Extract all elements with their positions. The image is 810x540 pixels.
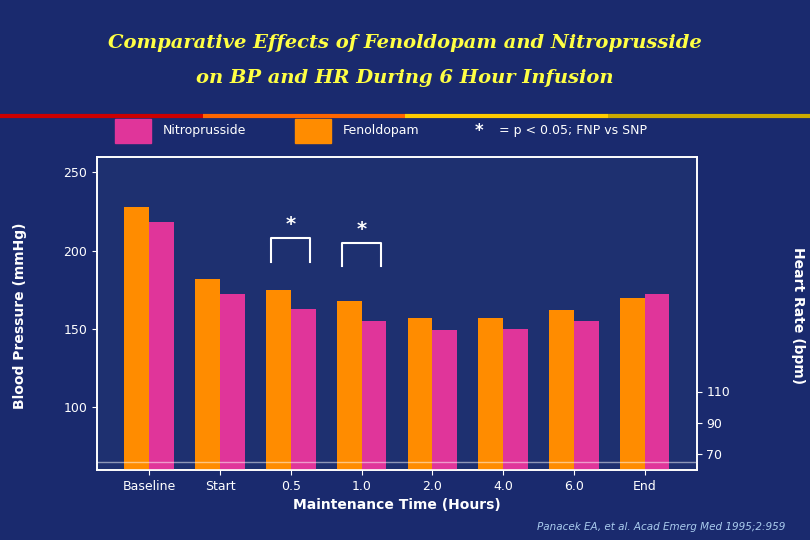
Bar: [149, 445, 174, 540]
Text: Blood Pressure (mmHg): Blood Pressure (mmHg): [13, 222, 28, 409]
Text: Heart Rate (bpm): Heart Rate (bpm): [791, 247, 805, 384]
Text: *: *: [356, 220, 367, 239]
Bar: [433, 435, 457, 540]
Bar: [220, 294, 245, 540]
Bar: [195, 423, 220, 540]
Bar: [620, 298, 645, 540]
Bar: [549, 310, 573, 540]
Bar: [573, 443, 599, 540]
Bar: [266, 420, 291, 540]
Bar: [478, 318, 503, 540]
Bar: [115, 119, 151, 143]
Bar: [478, 434, 503, 540]
Text: Nitroprusside: Nitroprusside: [163, 124, 246, 138]
Bar: [407, 318, 433, 540]
Bar: [549, 438, 573, 540]
Bar: [361, 431, 386, 540]
Bar: [645, 294, 669, 540]
Bar: [125, 434, 149, 540]
Bar: [266, 289, 291, 540]
Bar: [125, 207, 149, 540]
Bar: [503, 329, 528, 540]
Bar: [291, 429, 316, 540]
Text: Panacek EA, et al. Acad Emerg Med 1995;2:959: Panacek EA, et al. Acad Emerg Med 1995;2…: [537, 522, 786, 532]
Text: Fenoldopam: Fenoldopam: [343, 124, 420, 138]
Bar: [195, 279, 220, 540]
Bar: [645, 434, 669, 540]
Bar: [291, 308, 316, 540]
Bar: [295, 119, 331, 143]
Bar: [503, 435, 528, 540]
Bar: [361, 321, 386, 540]
Bar: [433, 330, 457, 540]
Bar: [620, 421, 645, 540]
Bar: [407, 428, 433, 540]
Bar: [337, 423, 361, 540]
Text: *: *: [286, 215, 296, 234]
Text: on BP and HR During 6 Hour Infusion: on BP and HR During 6 Hour Infusion: [196, 69, 614, 87]
Bar: [337, 301, 361, 540]
Text: = p < 0.05; FNP vs SNP: = p < 0.05; FNP vs SNP: [499, 124, 647, 138]
Bar: [220, 431, 245, 540]
Text: *: *: [475, 122, 484, 140]
Bar: [149, 222, 174, 540]
X-axis label: Maintenance Time (Hours): Maintenance Time (Hours): [293, 498, 501, 512]
Bar: [573, 321, 599, 540]
Text: Comparative Effects of Fenoldopam and Nitroprusside: Comparative Effects of Fenoldopam and Ni…: [108, 34, 702, 52]
